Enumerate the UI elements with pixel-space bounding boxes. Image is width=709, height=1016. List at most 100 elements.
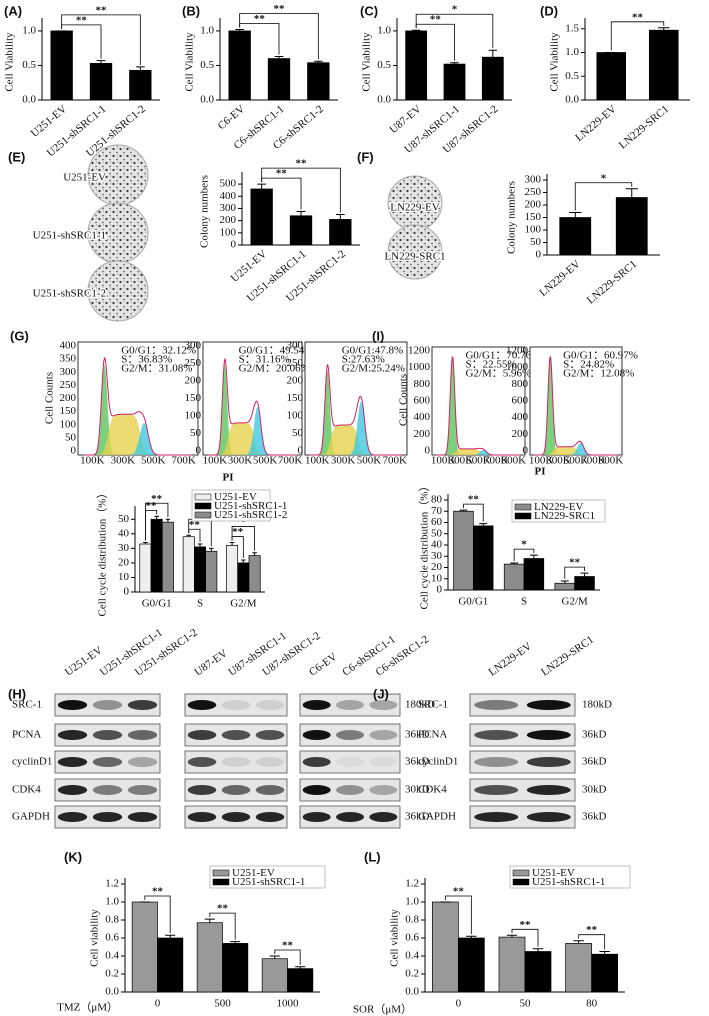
x-tick-label: LN229-EV (537, 258, 583, 299)
flow-y-tick-label: 150 (287, 392, 304, 404)
error-bar (274, 55, 284, 59)
flow-y-tick-label: 800 (512, 378, 529, 390)
flow-y-tick-label: 150 (185, 392, 202, 404)
significance-bracket (564, 566, 585, 579)
bar (139, 543, 152, 593)
bar (498, 936, 526, 993)
blot-band (127, 812, 158, 822)
y-tick-label: 50 (118, 513, 130, 525)
bar (574, 576, 595, 591)
size-label: 36kD (582, 729, 607, 741)
bar (648, 29, 679, 101)
error-bar (252, 552, 257, 556)
x-tick-label: G2/M (230, 598, 257, 610)
blot-band (255, 812, 285, 822)
blot-band (187, 730, 217, 740)
x-tick-label: G0/G1 (458, 596, 488, 608)
y-tick-label: 50 (431, 527, 443, 539)
significance-label: ** (151, 493, 163, 505)
blot-band (255, 757, 285, 767)
significance-bracket (144, 895, 171, 934)
y-tick-label: 0.0 (405, 986, 419, 998)
flow-x-tick-label: 100K (203, 455, 228, 467)
y-tick-label: 0.5 (377, 59, 391, 71)
error-bar (450, 62, 459, 65)
panel-label: (H) (8, 686, 26, 701)
bar (329, 219, 352, 246)
significance-bracket (209, 912, 236, 940)
flow-fit (534, 356, 617, 456)
colony-dish (87, 260, 149, 322)
flow-component (84, 414, 192, 455)
blot-band (369, 812, 398, 822)
blot-band (369, 785, 398, 795)
flow-y-tick-label: 100 (60, 418, 77, 430)
bar (443, 63, 466, 101)
blot-strip (469, 693, 576, 717)
legend-label: U251-EV (214, 491, 257, 503)
error-bar (466, 935, 477, 938)
y-axis-title: Cell cycle distribution（%） (96, 488, 109, 617)
error-bar (532, 948, 544, 952)
error-bar (269, 955, 280, 959)
y-tick-label: 0.2 (105, 968, 119, 980)
flow-stat: G2/M：5.96% (465, 368, 531, 380)
flow-component (207, 363, 298, 455)
y-tick-label: 10 (431, 572, 443, 584)
blot-band (255, 785, 285, 795)
lane-label: LN229-EV (487, 640, 534, 678)
bar (457, 937, 485, 993)
bar (205, 550, 218, 593)
size-label: 180kD (405, 699, 435, 711)
y-tick-label: 70 (431, 505, 443, 517)
blot-band (369, 757, 398, 767)
legend-label: U251-shSRC1-1 (214, 500, 287, 512)
flow-x-tick-label: 900K (502, 455, 527, 467)
size-label: 30kD (405, 784, 430, 796)
colony-label: U251-shSRC1-2 (33, 288, 106, 300)
significance-bracket (513, 548, 535, 561)
x-tick-label: 0 (456, 998, 462, 1010)
y-tick-label: 200 (525, 199, 542, 211)
flow-y-tick-label: 200 (414, 428, 431, 440)
significance-bracket (261, 167, 341, 213)
bar (481, 56, 504, 101)
significance-bracket (511, 928, 539, 947)
error-bar (154, 515, 159, 520)
blot-strip (184, 750, 288, 774)
y-axis-title: Cell Viability (4, 32, 16, 92)
error-bar (257, 183, 266, 189)
flow-y-tick-label: 1000 (506, 361, 529, 373)
colony-label: U251-EV (63, 172, 106, 184)
legend-swatch (212, 878, 230, 886)
significance-label: ** (232, 526, 244, 538)
x-axis-title: PI (223, 472, 234, 484)
y-tick-label: 300 (220, 202, 237, 214)
blot-band (57, 812, 88, 822)
y-tick-label: 0.8 (405, 914, 419, 926)
significance-label: ** (276, 168, 288, 180)
y-axis-title: Cell cycle distribution（%） (418, 481, 431, 610)
blot-band (526, 757, 571, 767)
flow-stat: G2/M：20.06% (239, 363, 310, 375)
flow-y-tick-label: 200 (60, 392, 77, 404)
flow-y-tick-label: 400 (414, 411, 431, 423)
flow-y-tick-label: 150 (60, 405, 77, 417)
y-tick-label: 10 (118, 571, 130, 583)
flow-y-tick-label: 100 (287, 410, 304, 422)
flow-x-tick-label: 300K (546, 455, 571, 467)
bar (129, 69, 152, 101)
error-bar (314, 60, 323, 63)
panel-label: (G) (10, 328, 29, 343)
flow-x-tick-label: 700K (383, 455, 408, 467)
y-tick-label: 0.5 (22, 59, 36, 71)
flow-component (84, 422, 192, 455)
significance-label: ** (217, 903, 229, 915)
bar (222, 943, 249, 993)
y-axis-title: Cell Viability (184, 32, 196, 92)
size-label: 180kD (582, 699, 612, 711)
flow-y-tick-label: 350 (60, 353, 77, 365)
error-bar (235, 29, 244, 31)
flow-y-tick-label: 1200 (408, 345, 431, 357)
